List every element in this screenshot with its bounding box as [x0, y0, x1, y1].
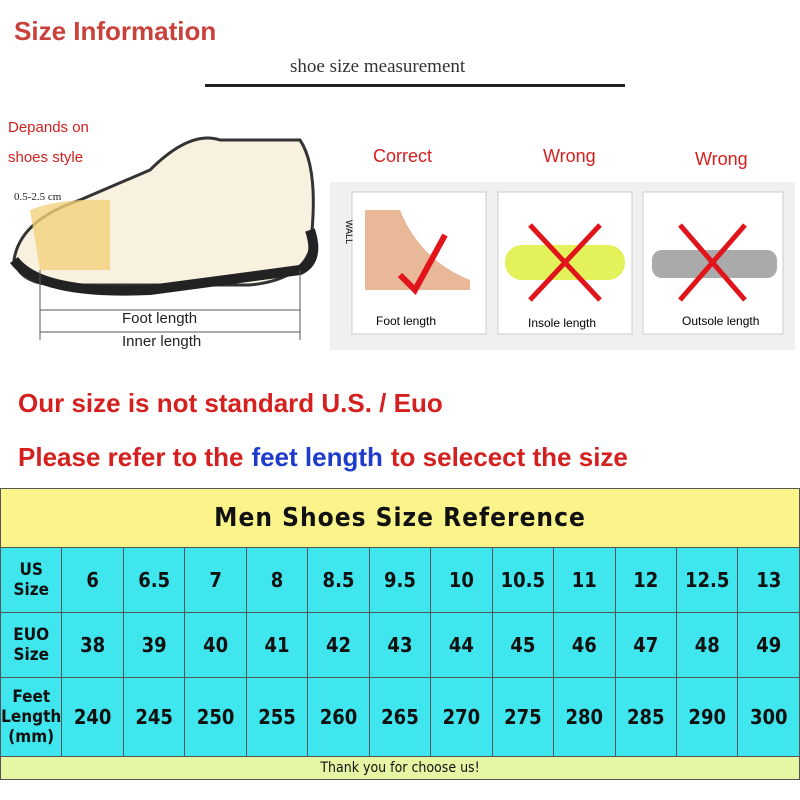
- cell: 290: [675, 677, 739, 757]
- size-table: Men Shoes Size Reference US Size 6 6.5 7 8 8.5…: [0, 488, 800, 780]
- cell: 47: [614, 612, 677, 678]
- row: Feet Length (mm) 240 245 250 255 260 265 270 275 2…: [0, 677, 800, 757]
- verdict: Correct: [373, 146, 432, 166]
- cell: 7: [184, 547, 247, 613]
- cell: 12.5: [675, 547, 739, 613]
- caption: Outsole length: [682, 314, 759, 328]
- cell: 49: [737, 612, 800, 678]
- cell: 12: [614, 547, 677, 613]
- diagram: Depands on shoes style 0.5-2.5 cm Foot l…: [8, 119, 795, 350]
- cell: 240: [61, 677, 124, 757]
- notice-part: Please refer to the: [18, 442, 244, 472]
- title: Size Information: [14, 16, 217, 46]
- cell: 38: [61, 612, 124, 678]
- cell: 39: [122, 612, 186, 678]
- cell: 275: [491, 677, 555, 757]
- cell: 255: [245, 677, 309, 757]
- notice: Our size is not standard U.S. / Euo: [18, 388, 443, 418]
- range: 0.5-2.5 cm: [14, 191, 62, 203]
- verdict: Wrong: [695, 149, 748, 169]
- cell: 245: [122, 677, 186, 757]
- table-title: Men Shoes Size Reference: [0, 488, 800, 548]
- cell: 8.5: [307, 547, 370, 613]
- notice-part: to selecect the size: [390, 442, 628, 472]
- row-label: EUO Size: [0, 612, 63, 678]
- inner-length: Inner length: [122, 333, 201, 350]
- cell: 43: [368, 612, 432, 678]
- footer-row: Thank you for choose us!: [0, 756, 800, 780]
- title-row: Men Shoes Size Reference: [0, 488, 800, 548]
- cell: 46: [553, 612, 616, 678]
- cell: 11: [553, 547, 616, 613]
- cell: 40: [184, 612, 247, 678]
- row: US Size 6 6.5 7 8 8.5 9.5 10 10.5 11 12 12.5 13: [0, 547, 800, 613]
- cell: 6.5: [122, 547, 186, 613]
- cell: 44: [430, 612, 493, 678]
- cell: 250: [184, 677, 247, 757]
- cell: 41: [245, 612, 309, 678]
- note: Depands on: [8, 119, 89, 136]
- cell: 42: [307, 612, 370, 678]
- rule: [205, 84, 625, 87]
- verdict: Wrong: [543, 146, 596, 166]
- cell: 300: [737, 677, 800, 757]
- subtitle: shoe size measurement: [290, 56, 466, 77]
- notice: Please refer to the feet length to selecec…: [18, 442, 636, 473]
- cell: 48: [675, 612, 739, 678]
- foot-length: Foot length: [122, 310, 197, 327]
- wall: WALL: [344, 220, 354, 244]
- cell: 285: [614, 677, 677, 757]
- row-label-text: US Size: [13, 560, 49, 600]
- cell: 9.5: [368, 547, 432, 613]
- caption: Foot length: [376, 314, 436, 328]
- cell: 45: [491, 612, 555, 678]
- row-label-text: (mm): [8, 727, 55, 747]
- cell: 10: [430, 547, 493, 613]
- cell: 10.5: [491, 547, 555, 613]
- caption: Insole length: [528, 316, 596, 330]
- cell: 260: [307, 677, 370, 757]
- row-label-text: Feet Length: [1, 687, 62, 727]
- cell: 280: [553, 677, 616, 757]
- cell: 13: [737, 547, 800, 613]
- cell: 6: [61, 547, 124, 613]
- row-label: Feet Length (mm): [0, 677, 63, 757]
- notice-highlight: feet length: [251, 442, 383, 472]
- footer: Thank you for choose us!: [0, 756, 800, 780]
- row-label-text: EUO Size: [13, 625, 50, 665]
- row: EUO Size 38 39 40 41 42 43 44 45 46 47 48 49: [0, 612, 800, 678]
- cell: 265: [368, 677, 432, 757]
- cell: 8: [245, 547, 309, 613]
- note: shoes style: [8, 149, 83, 166]
- row-label: US Size: [0, 547, 63, 613]
- cell: 270: [430, 677, 493, 757]
